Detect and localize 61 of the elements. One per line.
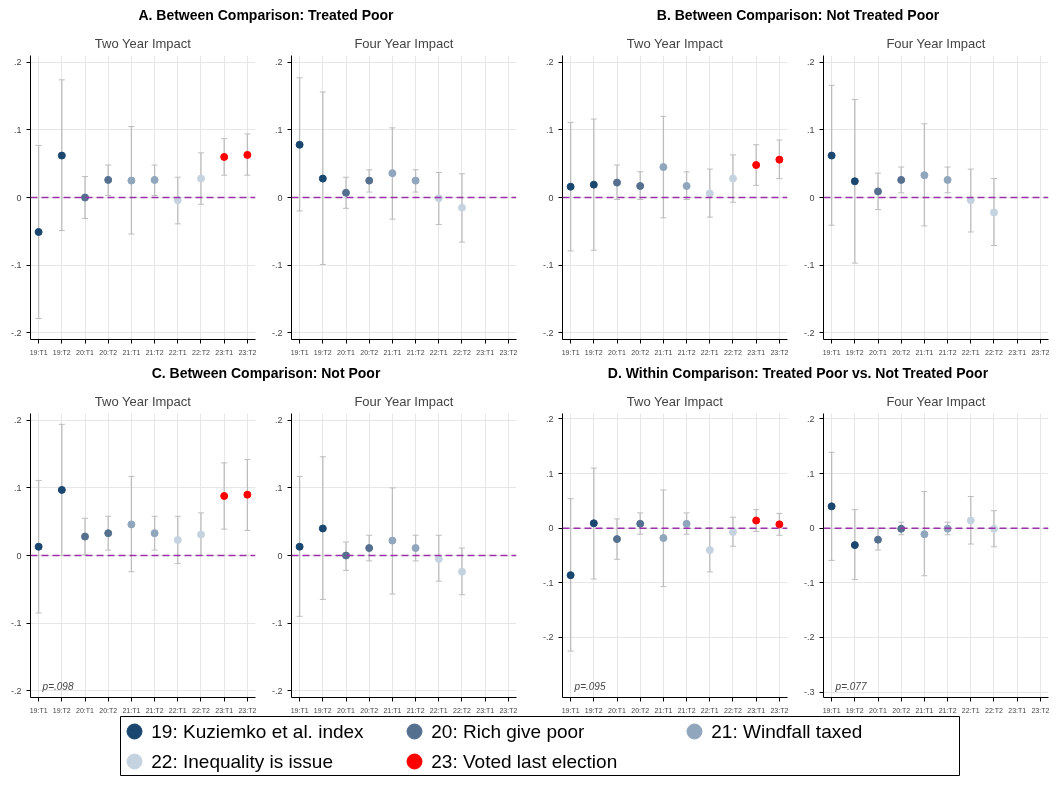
y-tick-label: .2: [545, 57, 554, 68]
chart-title: A. Between Comparison: Treated Poor: [138, 6, 394, 25]
chart-subtitle: Four Year Impact: [886, 35, 986, 51]
y-tick-label: -.2: [272, 327, 283, 338]
chart-subtitle: Two Year Impact: [94, 393, 192, 409]
y-tick-label: 0: [277, 192, 283, 203]
chart-title: C. Between Comparison: Not Poor: [151, 364, 381, 383]
legend-label: 20: Rich give poor: [431, 721, 586, 742]
legend-label: 19: Kuziemko et al. index: [151, 721, 365, 742]
y-tick-label: -.2: [543, 632, 554, 643]
y-tick-label: -.2: [804, 327, 815, 338]
y-tick-label: .1: [806, 468, 815, 479]
annotation: p=.095: [573, 680, 606, 692]
chart-subtitle: Two Year Impact: [94, 35, 192, 51]
chart-subtitle: Four Year Impact: [354, 393, 454, 409]
y-tick-label: 0: [548, 523, 554, 534]
y-tick-label: -.1: [272, 260, 283, 271]
y-tick-label: .1: [13, 482, 22, 493]
y-tick-label: .1: [545, 124, 554, 135]
y-tick-label: .2: [13, 57, 22, 68]
y-tick-label: .2: [806, 413, 815, 424]
y-tick-label: -.3: [804, 687, 815, 698]
y-tick-label: -.1: [272, 618, 283, 629]
y-tick-label: .2: [274, 57, 283, 68]
chart-subtitle: Four Year Impact: [354, 35, 454, 51]
y-tick-label: .1: [13, 124, 22, 135]
y-tick-label: 0: [16, 192, 22, 203]
y-tick-label: .2: [806, 57, 815, 68]
y-tick-label: -.2: [272, 685, 283, 696]
y-tick-label: -.1: [804, 260, 815, 271]
y-tick-label: .2: [274, 415, 283, 426]
y-tick-label: 0: [277, 550, 283, 561]
legend-label: 21: Windfall taxed: [711, 721, 863, 742]
y-tick-label: 0: [809, 523, 815, 534]
y-tick-label: -.1: [804, 577, 815, 588]
y-tick-label: 0: [548, 192, 554, 203]
y-tick-label: -.2: [11, 327, 22, 338]
y-tick-label: 0: [809, 192, 815, 203]
y-tick-label: 0: [16, 550, 22, 561]
y-tick-label: -.2: [804, 632, 815, 643]
y-tick-label: -.1: [11, 618, 22, 629]
chart-subtitle: Two Year Impact: [626, 393, 724, 409]
chart-subtitle: Four Year Impact: [886, 393, 986, 409]
y-tick-label: .1: [274, 482, 283, 493]
chart-title: B. Between Comparison: Not Treated Poor: [656, 6, 940, 25]
chart-title: D. Within Comparison: Treated Poor vs. Not Treated Poor: [607, 364, 989, 383]
y-tick-label: -.1: [543, 260, 554, 271]
y-tick-label: .1: [806, 124, 815, 135]
y-tick-label: -.2: [543, 327, 554, 338]
y-tick-label: .2: [13, 415, 22, 426]
annotation: p=.098: [41, 680, 74, 692]
y-tick-label: .1: [545, 468, 554, 479]
legend-label: 23: Voted last election: [431, 751, 618, 772]
y-tick-label: -.1: [11, 260, 22, 271]
legend-label: 22: Inequality is issue: [151, 751, 333, 772]
y-tick-label: -.2: [11, 685, 22, 696]
y-tick-label: .2: [545, 413, 554, 424]
y-tick-label: .1: [274, 124, 283, 135]
annotation: p=.077: [834, 680, 867, 692]
chart-subtitle: Two Year Impact: [626, 35, 724, 51]
y-tick-label: -.1: [543, 577, 554, 588]
